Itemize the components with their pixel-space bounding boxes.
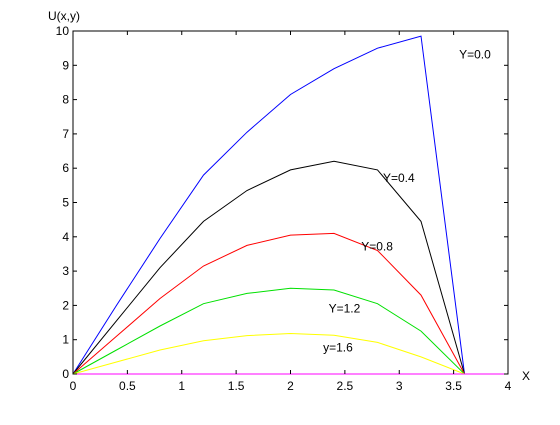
- x-axis-label: X: [522, 369, 530, 383]
- y-axis-ticks: 0 1 2 3 4 5 6 7 8 9 10: [56, 24, 508, 381]
- series-label-3: Y=1.2: [329, 301, 361, 315]
- series-line-4: [72, 332, 508, 375]
- series-label-4: y=1.6: [323, 341, 353, 355]
- y-tick-label: 8: [62, 93, 69, 107]
- x-tick-label: 3: [396, 379, 403, 393]
- y-tick-label: 9: [62, 58, 69, 72]
- y-tick-label: 5: [62, 196, 69, 210]
- x-axis-ticks: 0 0.5 1 1.5 2 2.5 3 3.5 4: [70, 31, 512, 393]
- series-label-0: Y=0.0: [459, 47, 491, 61]
- series-line-0: [72, 35, 508, 375]
- y-tick-label: 7: [62, 127, 69, 141]
- y-tick-label: 10: [56, 24, 70, 38]
- x-tick-label: 1: [178, 379, 185, 393]
- y-tick-label: 4: [62, 230, 69, 244]
- x-tick-label: 0: [70, 379, 77, 393]
- x-tick-label: 2.5: [337, 379, 354, 393]
- plot-area: [72, 30, 509, 375]
- y-tick-label: 1: [62, 333, 69, 347]
- series-label-2: Y=0.8: [361, 240, 393, 254]
- y-tick-label: 2: [62, 298, 69, 312]
- y-tick-label: 3: [62, 264, 69, 278]
- x-tick-label: 2: [287, 379, 294, 393]
- x-tick-label: 1.5: [228, 379, 245, 393]
- series-line-1: [72, 160, 508, 375]
- series-line-3: [72, 287, 508, 375]
- series-labels: Y=0.0 Y=0.4 Y=0.8 Y=1.2 y=1.6: [323, 47, 491, 354]
- x-tick-label: 0.5: [119, 379, 136, 393]
- y-axis-label: U(x,y): [48, 9, 80, 23]
- y-tick-label: 6: [62, 161, 69, 175]
- series-label-1: Y=0.4: [383, 171, 415, 185]
- x-tick-label: 3.5: [445, 379, 462, 393]
- y-tick-label: 0: [62, 367, 69, 381]
- x-tick-label: 4: [505, 379, 512, 393]
- series-line-2: [72, 232, 508, 375]
